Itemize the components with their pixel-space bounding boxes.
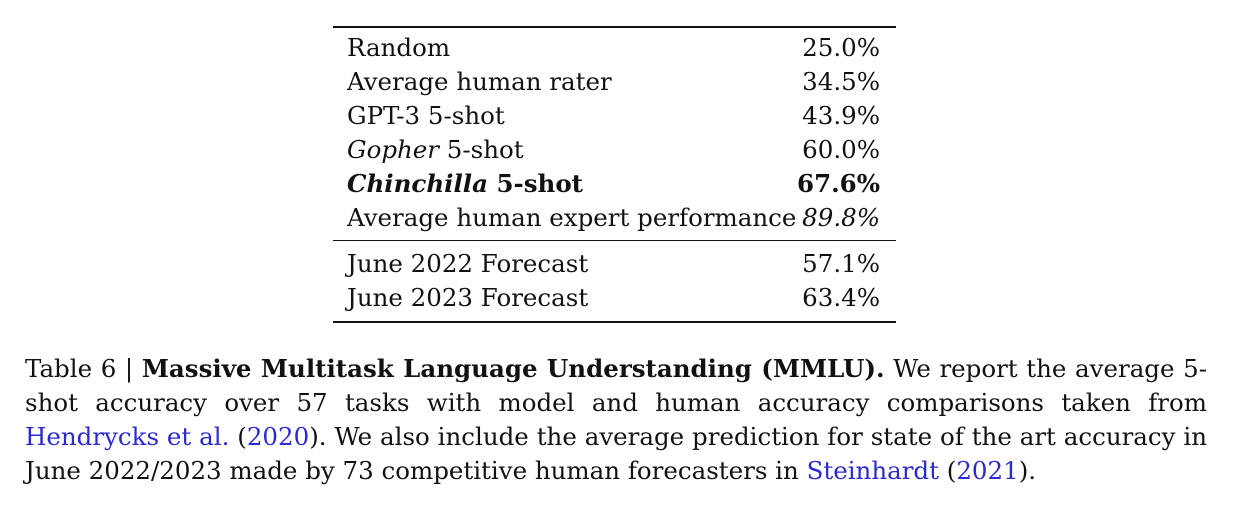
model-name-cell: Average human expert performance bbox=[333, 201, 797, 241]
accuracy-value: 60.0% bbox=[802, 135, 880, 164]
model-name: Average human rater bbox=[347, 67, 612, 96]
model-name-cell: June 2022 Forecast bbox=[333, 240, 797, 281]
table-row: Random 25.0% bbox=[333, 26, 896, 65]
citation-link-steinhardt-author[interactable]: Steinhardt bbox=[806, 456, 939, 485]
table-row: June 2022 Forecast 57.1% bbox=[333, 240, 896, 281]
model-name-cell: Random bbox=[333, 26, 797, 65]
caption-paren-open-2: ( bbox=[938, 456, 957, 485]
model-name: Chinchilla bbox=[347, 169, 488, 198]
accuracy-value: 67.6% bbox=[797, 169, 880, 198]
caption-label: Table 6 | bbox=[25, 354, 142, 383]
table-row: Chinchilla 5-shot 67.6% bbox=[333, 167, 896, 201]
model-name-suffix: 5-shot bbox=[439, 135, 524, 164]
citation-link-hendrycks-year[interactable]: 2020 bbox=[246, 422, 310, 451]
accuracy-value: 34.5% bbox=[802, 67, 880, 96]
accuracy-value: 57.1% bbox=[796, 240, 896, 281]
table-row: Average human expert performance 89.8% bbox=[333, 201, 896, 241]
model-name: June 2022 Forecast bbox=[347, 249, 589, 278]
model-name-cell: Average human rater bbox=[333, 65, 797, 99]
caption-title: Massive Multitask Language Understanding… bbox=[141, 354, 885, 383]
model-name: Gopher bbox=[347, 135, 439, 164]
table-caption: Table 6 | Massive Multitask Language Und… bbox=[25, 352, 1207, 488]
model-name: June 2023 Forecast bbox=[347, 283, 589, 312]
model-name-suffix: 5-shot bbox=[487, 169, 583, 198]
caption-text-1: We report the average 5-shot accuracy ov… bbox=[25, 354, 1207, 417]
model-name: Random bbox=[347, 33, 451, 62]
citation-link-steinhardt-year[interactable]: 2021 bbox=[956, 456, 1019, 485]
results-table: Random 25.0% Average human rater 34.5% GPT-3… bbox=[333, 26, 896, 323]
table-row: GPT-3 5-shot 43.9% bbox=[333, 99, 896, 133]
table-row: Average human rater 34.5% bbox=[333, 65, 896, 99]
model-name-cell: GPT-3 5-shot bbox=[333, 99, 797, 133]
citation-link-hendrycks-author[interactable]: Hendrycks et al. bbox=[25, 422, 230, 451]
caption-paren-open-1: ( bbox=[229, 422, 247, 451]
table-row: June 2023 Forecast 63.4% bbox=[333, 281, 896, 323]
model-name-cell: Chinchilla 5-shot bbox=[333, 167, 797, 201]
caption-text-3: ). bbox=[1018, 456, 1037, 485]
model-name: GPT-3 5-shot bbox=[347, 101, 505, 130]
model-name: Average human expert performance bbox=[347, 203, 797, 232]
accuracy-value: 25.0% bbox=[796, 26, 896, 65]
table-row: Gopher 5-shot 60.0% bbox=[333, 133, 896, 167]
model-name-cell: June 2023 Forecast bbox=[333, 281, 797, 323]
accuracy-value: 89.8% bbox=[802, 203, 880, 232]
accuracy-value: 63.4% bbox=[796, 281, 896, 323]
accuracy-value: 43.9% bbox=[802, 101, 880, 130]
model-name-cell: Gopher 5-shot bbox=[333, 133, 797, 167]
table-body: Random 25.0% Average human rater 34.5% GPT-3… bbox=[333, 26, 896, 323]
caption-text-2: ). We also include the average predictio… bbox=[25, 422, 1207, 485]
